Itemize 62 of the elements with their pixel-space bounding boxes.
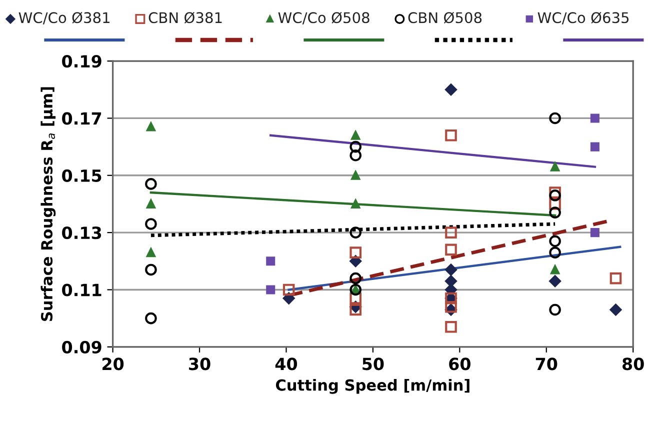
point [146,122,156,132]
point [549,235,561,248]
point [445,226,457,238]
point [350,226,362,238]
point [350,149,362,162]
legend-label: CBN Ø508 [408,12,482,24]
x-tick-label: 70 [536,358,558,370]
x-tick-label: 80 [622,358,644,370]
x-tick-label: 40 [275,358,298,370]
point [146,199,156,208]
point [145,178,157,190]
point [549,189,561,202]
y-tick-label: 0.13 [62,226,102,240]
point [549,275,562,288]
point [610,304,622,316]
point [351,199,360,208]
point [590,142,600,152]
x-tick-label: 60 [449,358,470,370]
legend-label: CBN Ø381 [148,12,222,24]
point [550,162,560,172]
point [445,244,457,256]
point [445,129,457,142]
point [549,206,561,218]
point [351,130,360,140]
point [350,246,362,258]
y-axis-title: Surface Roughness R$_{a}$ [μm] [40,87,56,321]
legend-label: WC/Co Ø508 [278,12,370,24]
x-axis-title: Cutting Speed [m/min] [276,379,470,394]
point [445,264,457,276]
x-tick-label: 30 [189,358,210,370]
point [145,264,157,276]
point [351,170,360,180]
point [145,218,157,230]
y-tick-label: 0.11 [62,284,102,296]
y-tick-label: 0.19 [62,55,102,68]
point [145,312,157,324]
point [590,114,600,123]
point [350,272,362,284]
legend-label: WC/Co Ø635 [538,12,629,24]
y-tick-label: 0.09 [62,340,102,354]
point [350,304,362,316]
point [266,285,276,294]
point [590,228,600,238]
x-tick-label: 20 [102,358,124,370]
point [445,84,457,96]
point [549,246,561,258]
point [445,300,457,313]
x-tick-label: 50 [362,358,384,370]
point [549,186,561,198]
point [549,112,561,124]
point [282,292,295,304]
y-tick-label: 0.17 [62,112,102,125]
point [282,284,295,296]
point [350,140,362,153]
y-tick-label: 0.15 [62,169,102,182]
point [610,272,622,284]
legend-label: WC/Co Ø381 [18,12,110,24]
point [549,198,561,210]
point [445,320,457,333]
point [350,292,362,304]
point [266,256,276,266]
point [549,304,561,316]
